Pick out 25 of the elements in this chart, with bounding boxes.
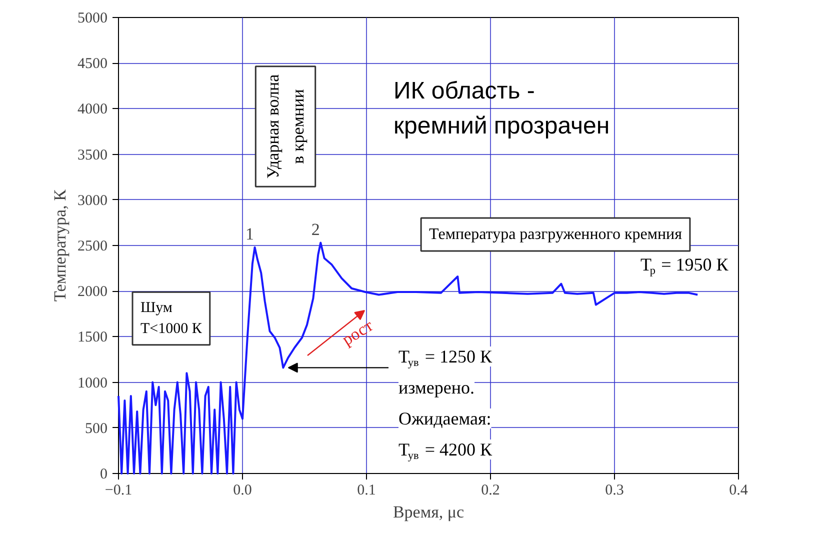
y-tick-label: 4000: [78, 102, 108, 118]
x-axis-title: Время, μс: [392, 502, 465, 522]
y-tick-label: 3000: [78, 192, 108, 209]
annotation: Температура разгруженного кремния: [429, 226, 683, 243]
x-tick-label: 0.1: [357, 482, 376, 498]
y-tick-label: 0: [100, 466, 108, 482]
annotation: Шум T<1000 К: [140, 300, 203, 337]
x-tick-label: 0.0: [233, 482, 252, 498]
y-tick-label: 500: [85, 420, 108, 437]
x-tick-label: −0.1: [104, 482, 132, 498]
y-tick-label: 3500: [78, 147, 108, 164]
y-tick-label: 4500: [78, 56, 108, 72]
annotation: Ударная волна в кремнии: [264, 74, 308, 179]
x-tick-label: 0.3: [605, 482, 624, 498]
annotation: 2: [311, 220, 320, 239]
y-tick-label: 2000: [78, 284, 108, 300]
y-tick-label: 1500: [78, 330, 108, 346]
y-axis-title: Температура, К: [50, 188, 70, 302]
y-tick-label: 1000: [78, 375, 108, 392]
annotation: рост: [338, 316, 377, 350]
y-tick-label: 2500: [78, 238, 108, 254]
y-tick-label: 5000: [78, 10, 108, 26]
x-tick-label: 0.4: [729, 482, 748, 498]
annotation: 1: [246, 224, 254, 244]
x-tick-label: 0.2: [481, 482, 500, 498]
